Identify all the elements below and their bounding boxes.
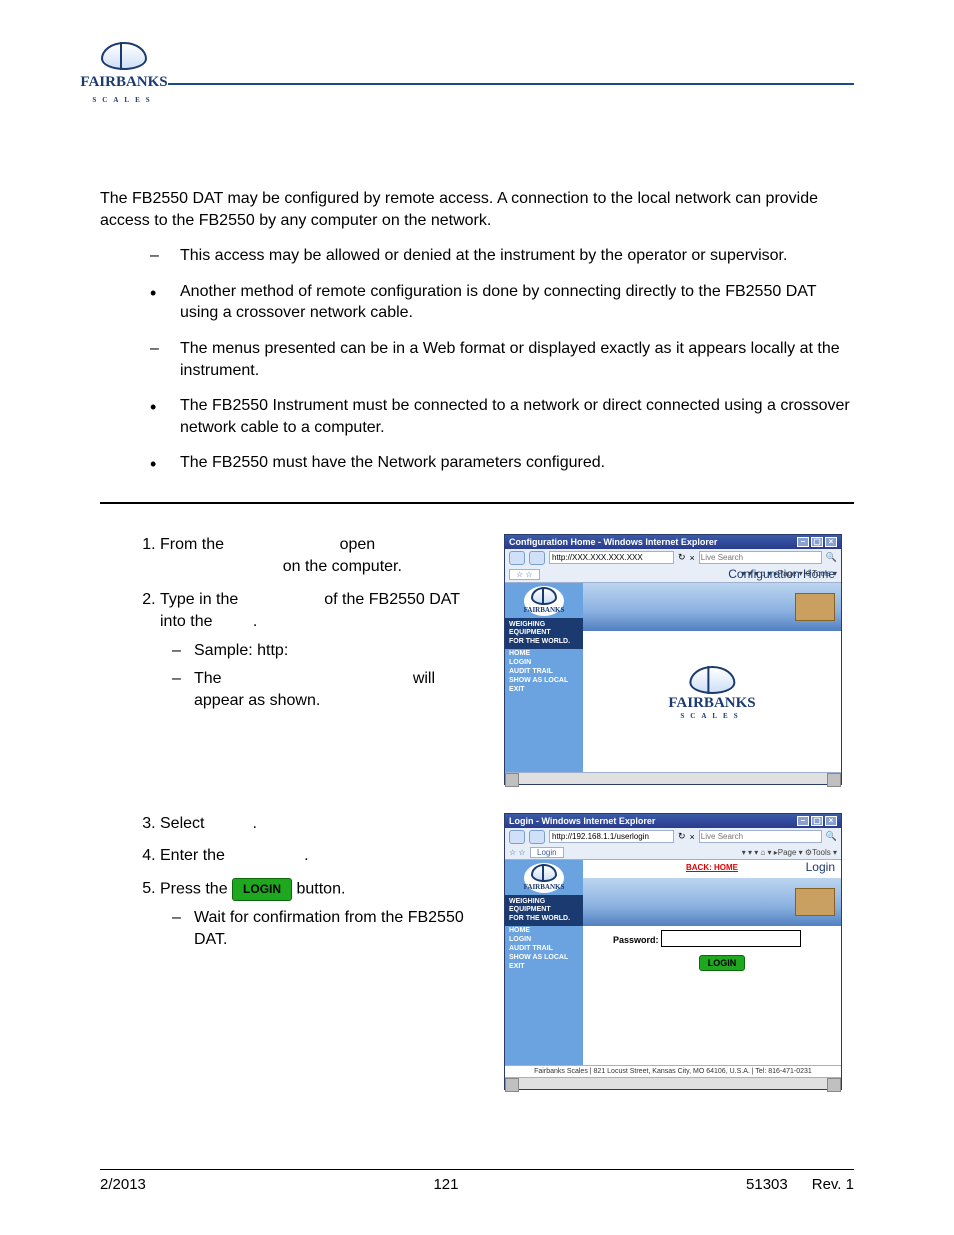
page-header: FAIRBANKS SCALES — [100, 50, 854, 98]
bullet-item: The menus presented can be in a Web form… — [160, 338, 854, 381]
close-icon[interactable]: × — [825, 537, 837, 547]
sidebar-item[interactable]: EXIT — [505, 685, 583, 694]
bullet-item: Another method of remote configuration i… — [160, 281, 854, 324]
step-2-sub-2: The Configuration Home page will appear … — [180, 668, 480, 713]
step-5: Press the LOGIN button. Wait for confirm… — [160, 878, 480, 952]
address-bar: ↻ × 🔍 — [505, 549, 841, 567]
step-2-sub-1: Sample: http: — [180, 640, 480, 662]
page-footer: 2/2013 121 51303 Rev. 1 — [100, 1169, 854, 1193]
footer-doc-id: 51303 — [746, 1176, 788, 1193]
sidebar-logo: FAIRBANKS — [524, 863, 564, 893]
hscrollbar[interactable] — [505, 772, 841, 784]
tab-login[interactable]: Login — [530, 847, 564, 858]
address-bar: ↻ × 🔍 — [505, 828, 841, 846]
sidebar-tagline: WEIGHING EQUIPMENTFOR THE WORLD. — [505, 895, 583, 926]
refresh-icon[interactable]: ↻ — [678, 552, 686, 563]
maximize-icon[interactable]: ▢ — [811, 816, 823, 826]
ie-menu[interactable]: ▾ ▾ ▾ ⌂ ▾ ▸Page ▾ ⚙Tools ▾ — [742, 848, 837, 857]
forward-icon[interactable] — [529, 830, 545, 844]
step-5-sub: Wait for confirmation from the FB2550 DA… — [180, 907, 480, 952]
login-button[interactable]: LOGIN — [699, 955, 746, 971]
favorites-icon[interactable]: ☆ ☆ — [509, 848, 526, 857]
center-logo: FAIRBANKSSCALES — [668, 666, 755, 720]
hscrollbar[interactable] — [505, 1077, 841, 1089]
back-icon[interactable] — [509, 551, 525, 565]
step-1: From the START MENU, open Internet Explo… — [160, 534, 480, 579]
sidebar-item[interactable]: LOGIN — [505, 935, 583, 944]
back-icon[interactable] — [509, 830, 525, 844]
sidebar-item[interactable]: AUDIT TRAIL — [505, 667, 583, 676]
tab-row: ☆ ☆ Login ▾ ▾ ▾ ⌂ ▾ ▸Page ▾ ⚙Tools ▾ — [505, 846, 841, 859]
sidebar-item[interactable]: SHOW AS LOCAL — [505, 676, 583, 685]
minimize-icon[interactable]: – — [797, 537, 809, 547]
sidebar-item[interactable]: HOME — [505, 926, 583, 935]
bullet-item: The FB2550 Instrument must be connected … — [160, 395, 854, 438]
brand-logo: FAIRBANKS SCALES — [100, 50, 148, 98]
banner-image — [583, 583, 841, 631]
intro-paragraph: The FB2550 DAT may be configured by remo… — [100, 188, 854, 231]
sidebar-nav: HOMELOGINAUDIT TRAILSHOW AS LOCALEXIT — [505, 649, 583, 694]
url-input[interactable] — [549, 551, 674, 564]
steps-list-b: Select Login . Enter the Password . Pres… — [100, 813, 480, 952]
bullet-item: This access may be allowed or denied at … — [160, 245, 854, 267]
bullet-list: This access may be allowed or denied at … — [100, 245, 854, 474]
sidebar-item[interactable]: HOME — [505, 649, 583, 658]
window-titlebar: Configuration Home - Windows Internet Ex… — [505, 535, 841, 549]
window-titlebar: Login - Windows Internet Explorer –▢× — [505, 814, 841, 828]
password-input[interactable] — [661, 930, 801, 947]
footer-rev: Rev. 1 — [812, 1176, 854, 1193]
maximize-icon[interactable]: ▢ — [811, 537, 823, 547]
bullet-item: The FB2550 must have the Network paramet… — [160, 452, 854, 474]
favorites-icon[interactable]: ☆ ☆ — [509, 569, 540, 580]
sidebar-item[interactable]: SHOW AS LOCAL — [505, 953, 583, 962]
section-divider — [100, 502, 854, 504]
back-home-link[interactable]: BACK: HOME — [686, 863, 738, 872]
search-input[interactable] — [699, 830, 822, 843]
footer-date: 2/2013 — [100, 1176, 146, 1193]
sidebar-logo: FAIRBANKS — [524, 586, 564, 616]
screenshot-login: Login - Windows Internet Explorer –▢× ↻ … — [504, 813, 842, 1090]
url-input[interactable] — [549, 830, 674, 843]
screenshot-config-home: Configuration Home - Windows Internet Ex… — [504, 534, 842, 785]
main-content: BACK: HOME Login Password: LOGIN — [583, 860, 841, 1065]
sidebar-nav: HOMELOGINAUDIT TRAILSHOW AS LOCALEXIT — [505, 926, 583, 971]
sidebar-tagline: WEIGHING EQUIPMENTFOR THE WORLD. — [505, 618, 583, 649]
step-4: Enter the Password . — [160, 845, 480, 867]
sidebar-item[interactable]: LOGIN — [505, 658, 583, 667]
banner-image — [583, 878, 841, 926]
stop-icon[interactable]: × — [690, 832, 695, 842]
step-2: Type in the IP Address of the FB2550 DAT… — [160, 589, 480, 713]
refresh-icon[interactable]: ↻ — [678, 831, 686, 842]
search-input[interactable] — [699, 551, 822, 564]
sidebar-item[interactable]: EXIT — [505, 962, 583, 971]
page-heading: Configuration Home — [728, 567, 835, 581]
close-icon[interactable]: × — [825, 816, 837, 826]
globe-icon — [101, 42, 147, 70]
brand-name: FAIRBANKS — [80, 74, 167, 90]
main-content: Configuration Home FAIRBANKSSCALES — [583, 583, 841, 772]
search-icon[interactable]: 🔍 — [826, 831, 837, 842]
sidebar-item[interactable]: AUDIT TRAIL — [505, 944, 583, 953]
login-button-inline: LOGIN — [232, 878, 292, 901]
minimize-icon[interactable]: – — [797, 816, 809, 826]
step-3: Select Login . — [160, 813, 480, 835]
password-label: Password: — [613, 935, 659, 945]
brand-sub: SCALES — [92, 96, 155, 104]
search-icon[interactable]: 🔍 — [826, 552, 837, 563]
status-bar: Fairbanks Scales | 821 Locust Street, Ka… — [505, 1065, 841, 1077]
header-rule — [168, 83, 854, 85]
page-heading: Login — [806, 860, 835, 874]
forward-icon[interactable] — [529, 551, 545, 565]
sidebar: FAIRBANKS WEIGHING EQUIPMENTFOR THE WORL… — [505, 583, 583, 772]
steps-list-a: From the START MENU, open Internet Explo… — [100, 534, 480, 713]
footer-page: 121 — [433, 1176, 458, 1193]
sidebar: FAIRBANKS WEIGHING EQUIPMENTFOR THE WORL… — [505, 860, 583, 1065]
stop-icon[interactable]: × — [690, 553, 695, 563]
